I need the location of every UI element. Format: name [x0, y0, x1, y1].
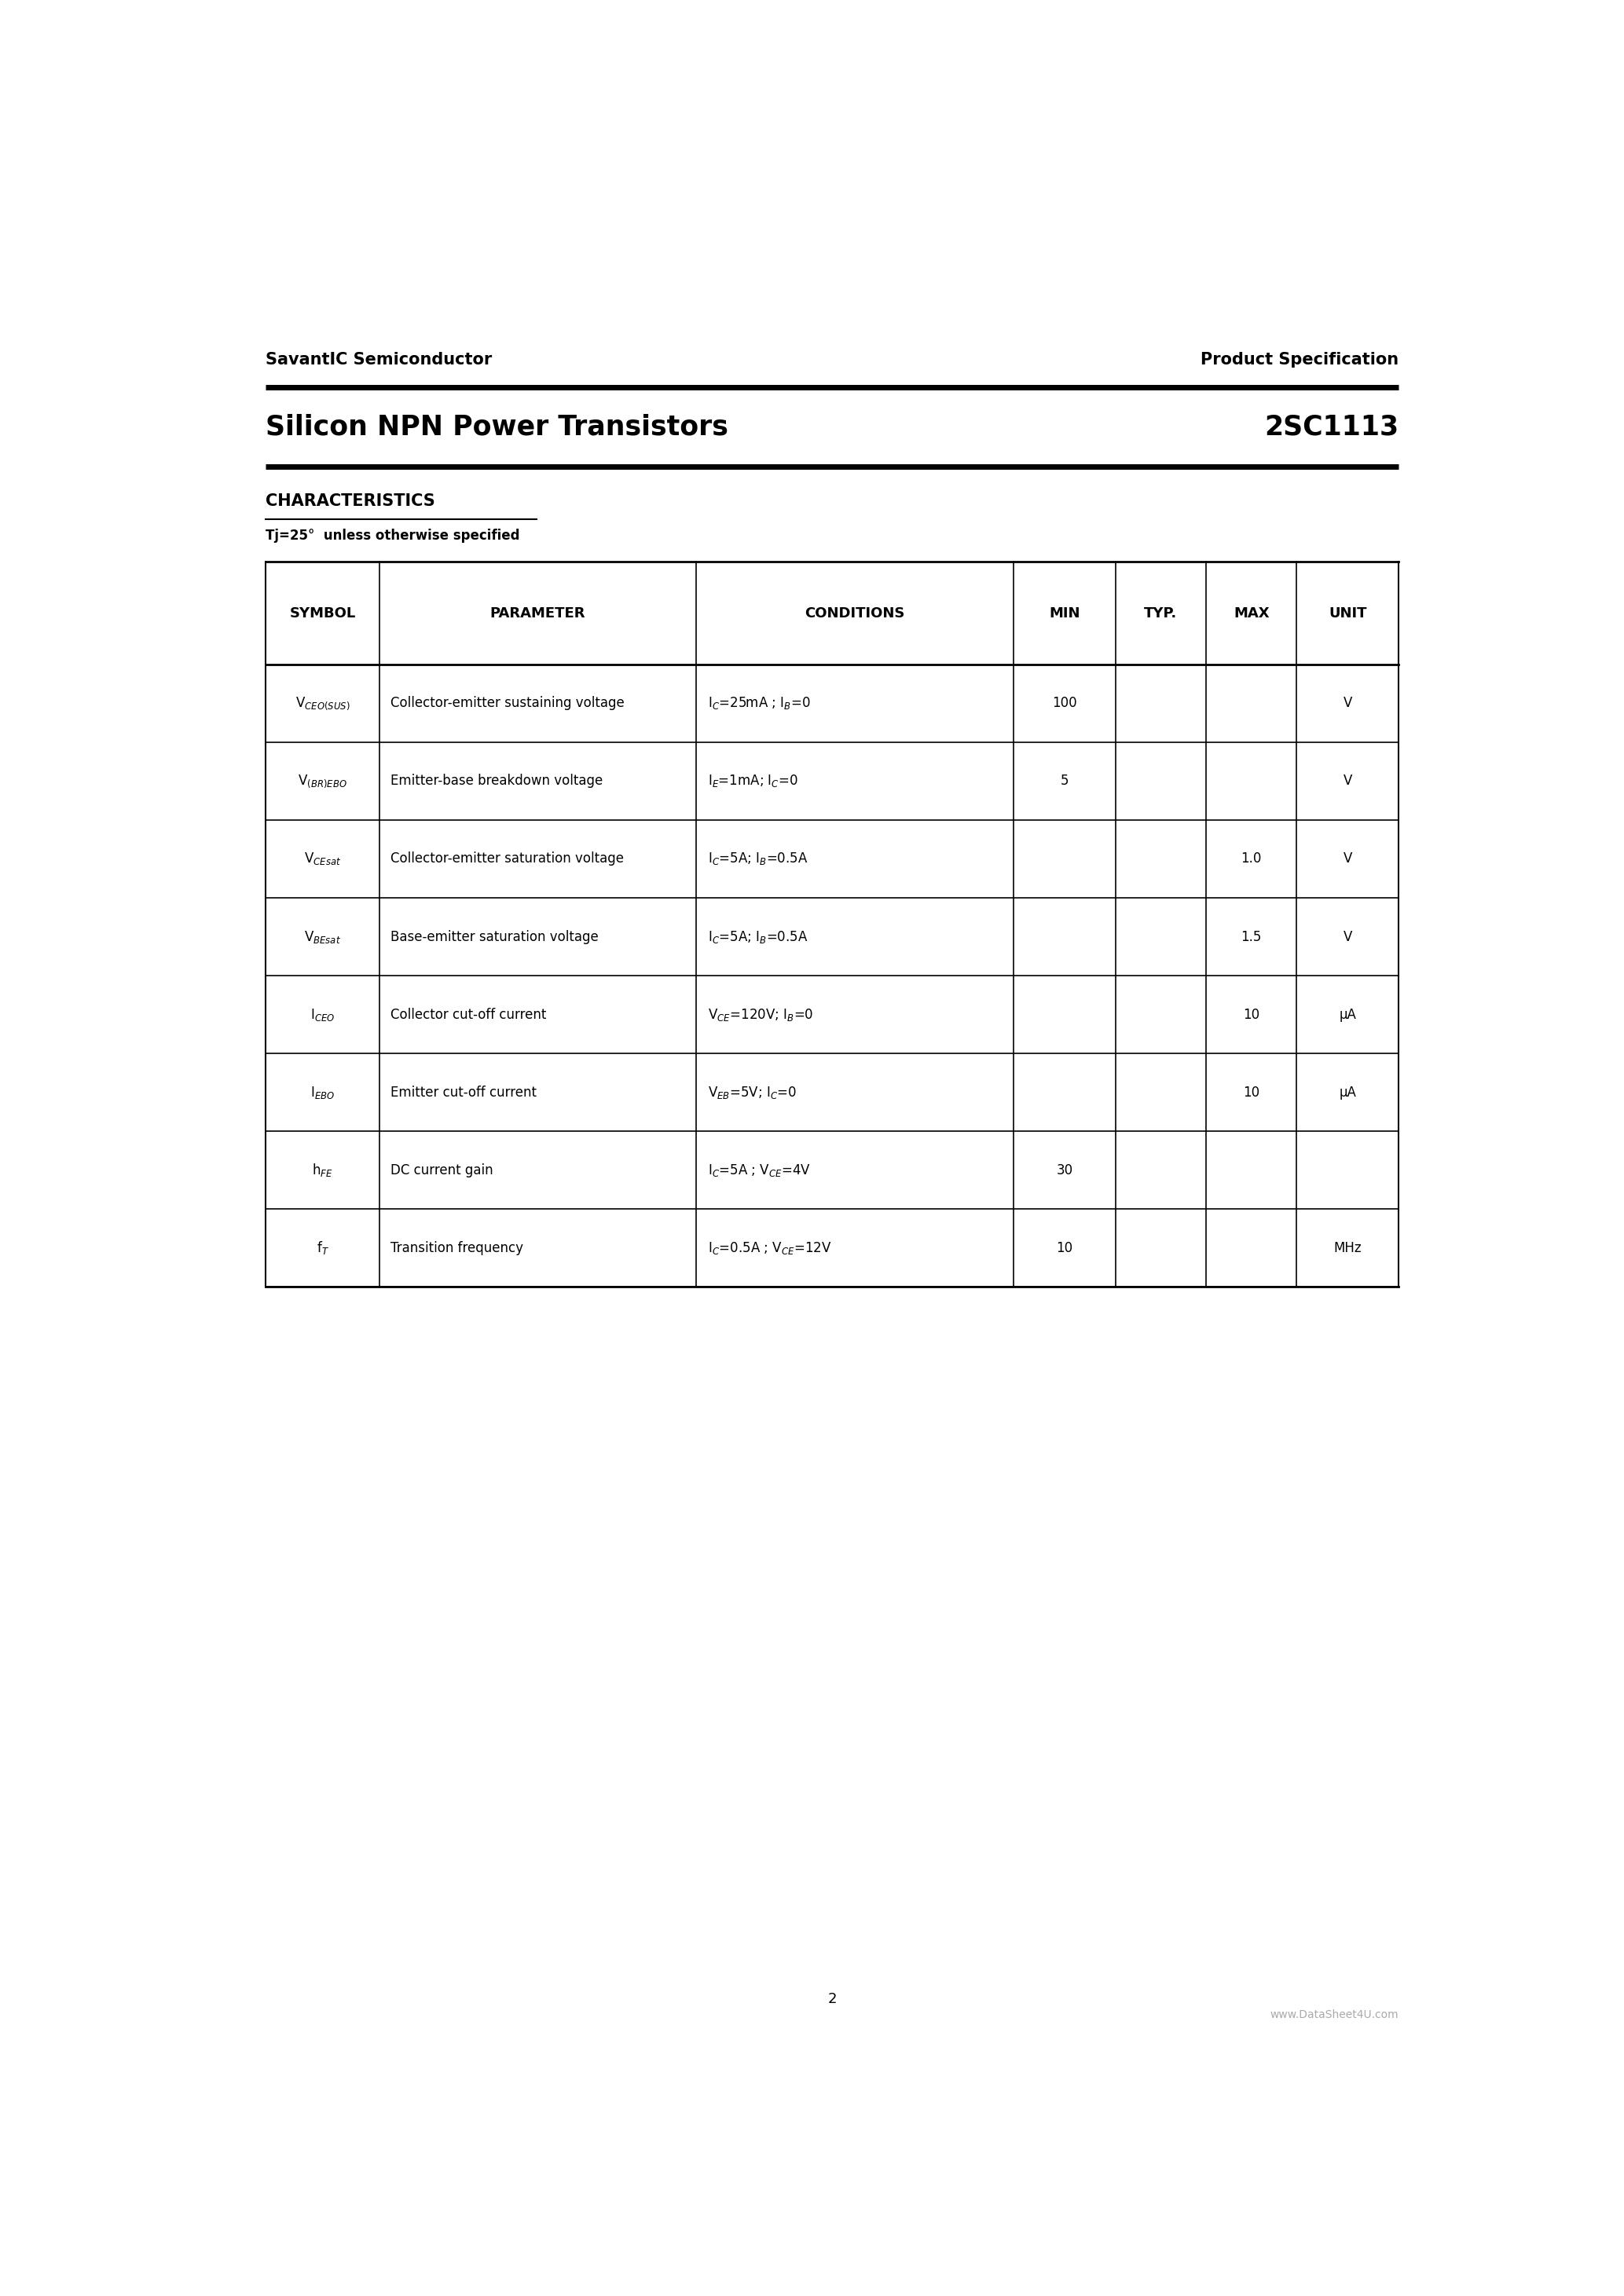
Text: Emitter cut-off current: Emitter cut-off current — [390, 1086, 536, 1100]
Text: Transition frequency: Transition frequency — [390, 1240, 523, 1256]
Text: V: V — [1343, 774, 1353, 788]
Text: V$_{CEO(SUS)}$: V$_{CEO(SUS)}$ — [296, 696, 349, 712]
Text: I$_{C}$=5A; I$_{B}$=0.5A: I$_{C}$=5A; I$_{B}$=0.5A — [708, 930, 809, 944]
Text: MAX: MAX — [1234, 606, 1270, 620]
Text: MIN: MIN — [1049, 606, 1080, 620]
Text: TYP.: TYP. — [1145, 606, 1177, 620]
Text: Collector cut-off current: Collector cut-off current — [390, 1008, 546, 1022]
Text: CONDITIONS: CONDITIONS — [806, 606, 905, 620]
Text: Base-emitter saturation voltage: Base-emitter saturation voltage — [390, 930, 599, 944]
Text: μA: μA — [1340, 1086, 1356, 1100]
Text: 5: 5 — [1060, 774, 1069, 788]
Text: V$_{CE}$=120V; I$_{B}$=0: V$_{CE}$=120V; I$_{B}$=0 — [708, 1006, 814, 1022]
Text: I$_{E}$=1mA; I$_{C}$=0: I$_{E}$=1mA; I$_{C}$=0 — [708, 774, 797, 790]
Text: PARAMETER: PARAMETER — [490, 606, 586, 620]
Text: I$_{C}$=5A ; V$_{CE}$=4V: I$_{C}$=5A ; V$_{CE}$=4V — [708, 1162, 810, 1178]
Text: Emitter-base breakdown voltage: Emitter-base breakdown voltage — [390, 774, 603, 788]
Text: 1.0: 1.0 — [1241, 852, 1262, 866]
Text: Collector-emitter saturation voltage: Collector-emitter saturation voltage — [390, 852, 624, 866]
Text: V: V — [1343, 852, 1353, 866]
Text: V$_{(BR)EBO}$: V$_{(BR)EBO}$ — [297, 774, 348, 790]
Text: μA: μA — [1340, 1008, 1356, 1022]
Text: I$_{CEO}$: I$_{CEO}$ — [310, 1006, 335, 1022]
Text: V: V — [1343, 696, 1353, 709]
Text: 1.5: 1.5 — [1241, 930, 1262, 944]
Text: 2SC1113: 2SC1113 — [1263, 413, 1398, 441]
Text: Silicon NPN Power Transistors: Silicon NPN Power Transistors — [266, 413, 729, 441]
Text: I$_{C}$=25mA ; I$_{B}$=0: I$_{C}$=25mA ; I$_{B}$=0 — [708, 696, 810, 712]
Text: Collector-emitter sustaining voltage: Collector-emitter sustaining voltage — [390, 696, 625, 709]
Text: UNIT: UNIT — [1328, 606, 1367, 620]
Text: Product Specification: Product Specification — [1200, 351, 1398, 367]
Text: V$_{BEsat}$: V$_{BEsat}$ — [304, 930, 341, 944]
Text: V: V — [1343, 930, 1353, 944]
Text: f$_{T}$: f$_{T}$ — [317, 1240, 328, 1256]
Text: 30: 30 — [1056, 1164, 1073, 1178]
Text: MHz: MHz — [1333, 1240, 1361, 1256]
Text: 10: 10 — [1242, 1008, 1260, 1022]
Text: V$_{CEsat}$: V$_{CEsat}$ — [304, 852, 341, 868]
Text: SavantIC Semiconductor: SavantIC Semiconductor — [266, 351, 492, 367]
Text: 10: 10 — [1242, 1086, 1260, 1100]
Text: h$_{FE}$: h$_{FE}$ — [312, 1162, 333, 1178]
Text: 10: 10 — [1056, 1240, 1073, 1256]
Text: www.DataSheet4U.com: www.DataSheet4U.com — [1270, 2009, 1398, 2020]
Text: I$_{C}$=5A; I$_{B}$=0.5A: I$_{C}$=5A; I$_{B}$=0.5A — [708, 852, 809, 868]
Text: I$_{EBO}$: I$_{EBO}$ — [310, 1084, 335, 1100]
Text: 100: 100 — [1052, 696, 1077, 709]
Text: CHARACTERISTICS: CHARACTERISTICS — [266, 494, 435, 510]
Text: I$_{C}$=0.5A ; V$_{CE}$=12V: I$_{C}$=0.5A ; V$_{CE}$=12V — [708, 1240, 831, 1256]
Text: Tj=25°  unless otherwise specified: Tj=25° unless otherwise specified — [266, 528, 520, 542]
Text: SYMBOL: SYMBOL — [289, 606, 356, 620]
Text: DC current gain: DC current gain — [390, 1164, 494, 1178]
Text: 2: 2 — [828, 1993, 836, 2007]
Text: V$_{EB}$=5V; I$_{C}$=0: V$_{EB}$=5V; I$_{C}$=0 — [708, 1084, 797, 1100]
